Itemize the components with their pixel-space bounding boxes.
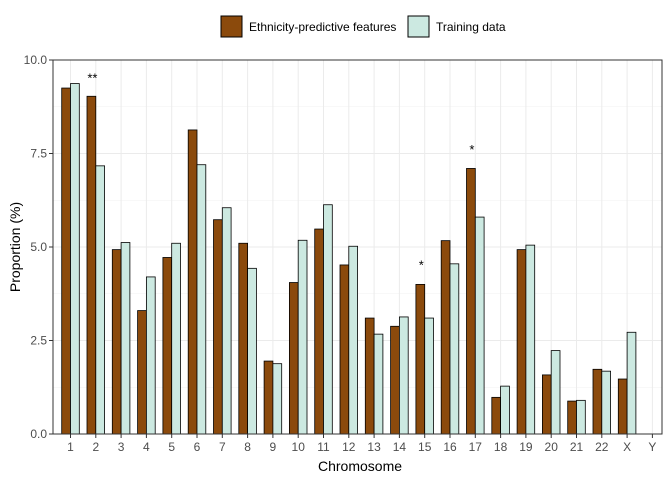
bar-training-data [525,244,536,435]
bar-ethnicity-predictive [339,264,350,435]
x-tick-label: 4 [143,440,150,454]
x-tick-label: 11 [317,440,330,454]
bar-ethnicity-predictive [213,219,223,435]
x-tick-label: 9 [270,440,277,454]
x-tick-label: 15 [418,440,432,454]
bar-training-data [576,399,586,435]
plot-area: 0.02.55.07.510.01 2 3 4 5 6 7 8 9 10 11 12 13 14 15 16 1… [24,53,663,454]
y-axis-title: Proportion (%) [7,202,23,292]
y-tick-label: 10.0 [24,53,48,67]
bar-training-data [70,83,80,435]
legend-swatch-ethnicity [220,15,243,38]
x-tick-label: 5 [168,440,175,454]
bar-training-data [297,239,308,435]
bar-training-data [424,317,434,435]
x-tick-label: 21 [570,440,584,454]
bar-ethnicity-predictive [238,242,249,435]
bar-training-data [95,165,106,435]
y-tick-label: 7.5 [30,147,47,161]
bar-training-data [171,242,181,435]
legend-swatch-training [407,15,430,38]
significance-annotation: * [469,142,474,157]
x-tick-label: 22 [595,440,609,454]
bar-training-data [120,242,131,435]
x-tick-label: X [623,440,631,454]
bar-training-data [550,350,561,435]
bar-ethnicity-predictive [390,325,400,435]
x-tick-label: 10 [292,440,306,454]
bar-ethnicity-predictive [440,240,451,435]
bar-ethnicity-predictive [86,95,97,435]
y-tick-label: 0.0 [30,427,47,441]
bar-training-data [373,333,384,435]
x-tick-label: 7 [219,440,226,454]
bar-ethnicity-predictive [263,360,274,435]
bar-ethnicity-predictive [491,396,501,435]
bar-ethnicity-predictive [516,249,527,435]
x-tick-label: Y [648,440,656,454]
legend: Ethnicity-predictive features Training d… [220,15,506,38]
bar-training-data [348,245,358,435]
bar-ethnicity-predictive [162,257,173,435]
x-tick-label: 17 [469,440,483,454]
bar-ethnicity-predictive [111,249,122,435]
bar-ethnicity-predictive [137,310,147,435]
x-tick-label: 19 [519,440,533,454]
significance-annotation: * [419,258,424,273]
bar-ethnicity-predictive [61,87,71,435]
x-tick-label: 14 [393,440,407,454]
bar-training-data [474,216,485,435]
x-tick-label: 20 [545,440,559,454]
y-tick-label: 2.5 [30,334,47,348]
bar-training-data [323,204,333,435]
bar-ethnicity-predictive [314,228,324,435]
x-tick-label: 3 [118,440,125,454]
bar-training-data [196,164,207,435]
bar-training-data [601,370,611,435]
bar-training-data [449,263,460,435]
y-tick-label: 5.0 [30,240,47,254]
bar-ethnicity-predictive [415,283,426,435]
x-tick-label: 8 [244,440,251,454]
bar-training-data [272,363,283,435]
bar-ethnicity-predictive [592,368,603,435]
bar-ethnicity-predictive [542,374,552,435]
x-axis-title: Chromosome [318,458,402,474]
legend-label-training: Training data [436,20,506,34]
x-tick-label: 1 [67,440,74,454]
significance-annotation: ** [87,71,97,86]
bar-training-data [626,331,637,435]
x-tick-label: 18 [494,440,508,454]
bar-ethnicity-predictive [364,317,375,435]
x-tick-label: 12 [342,440,356,454]
bar-training-data [145,276,156,435]
bar-ethnicity-predictive [288,282,299,435]
bar-training-data [398,316,409,435]
bar-training-data [221,207,232,435]
bar-ethnicity-predictive [187,129,198,435]
bar-ethnicity-predictive [466,168,476,435]
legend-label-ethnicity: Ethnicity-predictive features [249,20,396,34]
bar-ethnicity-predictive [567,400,577,435]
x-tick-label: 6 [194,440,201,454]
x-tick-label: 13 [367,440,381,454]
bar-training-data [500,385,510,435]
x-tick-label: 16 [443,440,457,454]
x-tick-label: 2 [92,440,99,454]
bar-ethnicity-predictive [617,378,628,435]
bar-training-data [247,267,257,435]
